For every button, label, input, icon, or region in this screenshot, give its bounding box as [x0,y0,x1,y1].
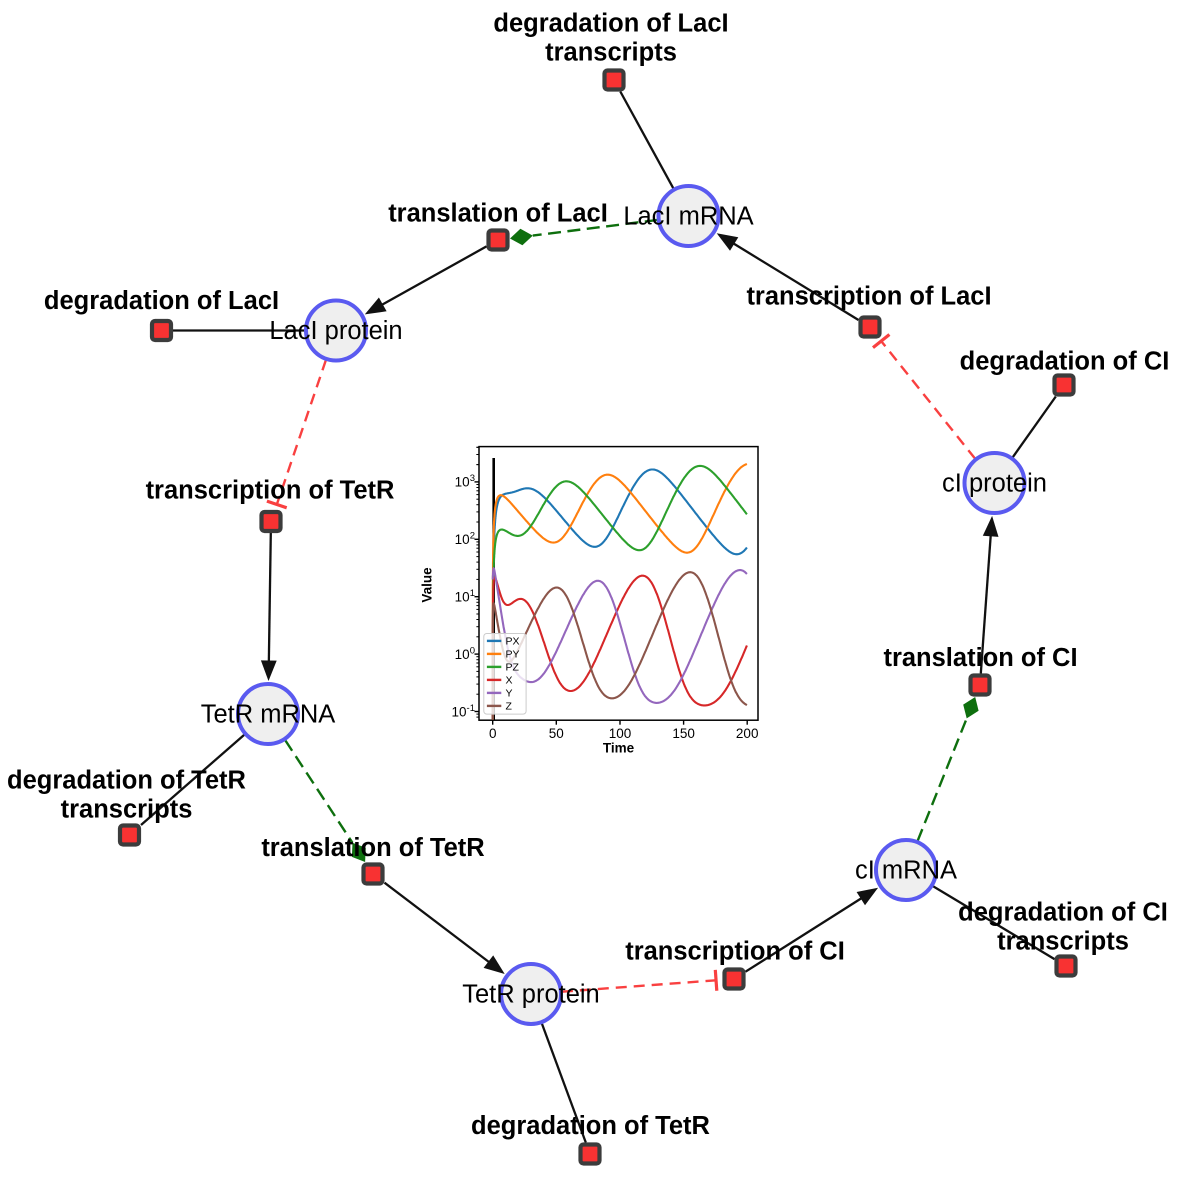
svg-text:Y: Y [506,688,513,700]
svg-text:translation of CI: translation of CI [883,644,1077,672]
svg-text:degradation of LacI: degradation of LacI [44,287,279,315]
svg-text:Z: Z [506,701,513,713]
svg-text:Time: Time [603,740,635,755]
svg-text:degradation of LacI: degradation of LacI [493,10,728,38]
svg-text:cI mRNA: cI mRNA [855,857,957,885]
svg-text:transcription of TetR: transcription of TetR [146,477,395,505]
svg-text:degradation of TetR: degradation of TetR [471,1112,710,1140]
svg-text:PY: PY [506,649,520,661]
svg-text:transcripts: transcripts [997,928,1129,956]
svg-text:transcription of CI: transcription of CI [625,938,845,966]
svg-text:PX: PX [506,636,520,648]
svg-text:degradation of CI: degradation of CI [960,348,1170,376]
svg-text:transcription of LacI: transcription of LacI [746,283,991,311]
svg-text:LacI protein: LacI protein [269,317,402,345]
svg-text:0: 0 [489,726,497,741]
svg-text:150: 150 [672,726,695,741]
svg-text:PZ: PZ [506,662,520,674]
svg-text:Value: Value [420,567,435,603]
svg-text:transcripts: transcripts [545,39,677,67]
svg-text:50: 50 [549,726,564,741]
svg-text:translation of TetR: translation of TetR [261,834,484,862]
svg-text:translation of LacI: translation of LacI [388,200,608,228]
svg-text:X: X [506,675,513,687]
svg-text:degradation of TetR: degradation of TetR [7,767,246,795]
svg-text:degradation of CI: degradation of CI [958,899,1168,927]
svg-text:TetR mRNA: TetR mRNA [201,701,336,729]
svg-text:cI protein: cI protein [942,470,1047,498]
svg-text:LacI mRNA: LacI mRNA [623,203,753,231]
svg-text:TetR protein: TetR protein [462,981,600,1009]
svg-text:100: 100 [609,726,632,741]
svg-text:transcripts: transcripts [61,796,193,824]
svg-text:200: 200 [736,726,759,741]
